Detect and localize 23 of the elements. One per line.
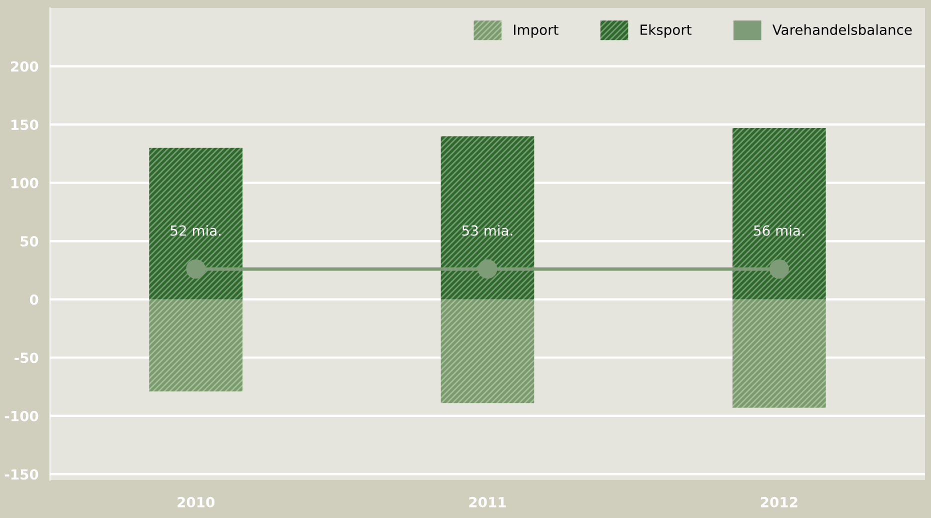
y-tick-label: -150	[4, 469, 38, 480]
bar	[440, 136, 534, 300]
y-tick-label: 150	[11, 120, 38, 130]
y-tick-label: -100	[4, 410, 38, 422]
bar	[149, 299, 242, 392]
annotation: 56 mia.	[754, 225, 804, 236]
y-tick-label: 50	[20, 236, 38, 247]
y-tick-label: 100	[11, 178, 38, 188]
annotation: 52 mia.	[170, 225, 221, 236]
y-tick-label: -50	[14, 352, 38, 364]
legend-label: Varehandelsbalance	[772, 24, 912, 36]
y-tick-label: 200	[10, 61, 38, 72]
x-tick-label: 2010	[178, 496, 214, 508]
y-tick-label: 0	[30, 294, 38, 305]
bar	[732, 128, 826, 300]
legend-label: Import	[514, 24, 558, 38]
x-tick-label: 2012	[760, 496, 798, 508]
bar	[732, 299, 826, 408]
bar	[440, 299, 534, 404]
x-tick-label: 2011	[469, 496, 506, 508]
legend-label: Eksport	[640, 24, 692, 38]
annotation: 53 mia.	[462, 225, 512, 236]
bar	[149, 148, 242, 300]
